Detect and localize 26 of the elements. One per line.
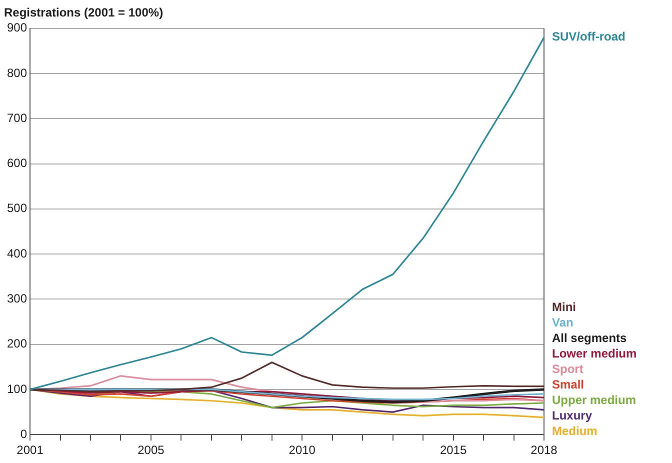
series-label: Upper medium xyxy=(552,392,636,407)
y-tick-label: 0 xyxy=(20,426,28,441)
x-tick-label: 2005 xyxy=(138,443,165,458)
text: All segments xyxy=(552,330,628,345)
y-tick-label: 200 xyxy=(6,336,28,351)
y-tick-label: 400 xyxy=(6,246,28,260)
text: Sport xyxy=(552,362,584,376)
series-label: SUV/off-road xyxy=(552,30,626,44)
x-tick-label: 2010 xyxy=(288,443,316,458)
x-tick-label: 2018 xyxy=(530,443,558,458)
series-label: Small xyxy=(552,377,584,392)
y-tick-label: 500 xyxy=(6,201,28,216)
y-tick-label: 900 xyxy=(6,20,28,35)
series-label: Medium xyxy=(552,424,598,438)
y-tick-label: 100 xyxy=(6,382,28,396)
text: Mini xyxy=(552,300,576,314)
x-tick-label: 2001 xyxy=(16,443,44,458)
y-tick-label: 800 xyxy=(6,66,28,80)
text: Lower medium xyxy=(552,346,637,360)
series-label: Luxury xyxy=(552,408,592,422)
y-tick-label: 300 xyxy=(6,292,28,306)
y-tick-label: 700 xyxy=(6,110,28,125)
y-tick-label: 600 xyxy=(6,156,28,170)
x-tick-label: 2015 xyxy=(440,443,467,458)
y-axis-title: Registrations (2001 = 100%) xyxy=(4,6,164,20)
text: Van xyxy=(552,315,574,330)
